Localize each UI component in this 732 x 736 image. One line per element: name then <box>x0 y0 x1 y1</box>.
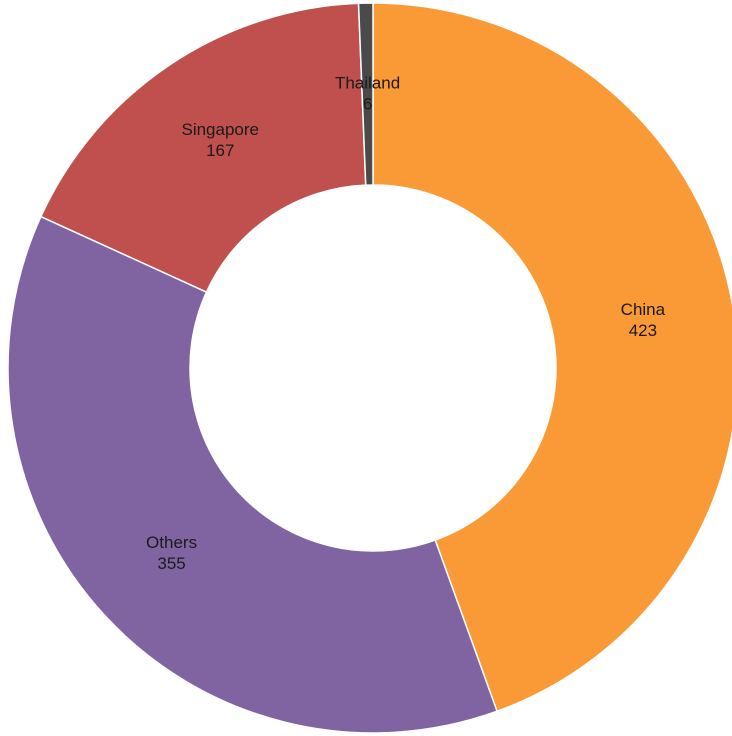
slice-value: 355 <box>157 554 185 573</box>
slice-label: Thailand <box>335 74 400 93</box>
slice-value: 6 <box>363 95 372 114</box>
slice-label: Others <box>146 533 197 552</box>
slice-value: 167 <box>206 141 234 160</box>
slice-label: Singapore <box>181 120 259 139</box>
slice-value: 423 <box>629 321 657 340</box>
slice-label: China <box>621 300 666 319</box>
donut-slice <box>7 215 499 734</box>
donut-slice <box>357 2 374 186</box>
donut-slice <box>39 2 367 294</box>
donut-slice <box>372 2 732 713</box>
